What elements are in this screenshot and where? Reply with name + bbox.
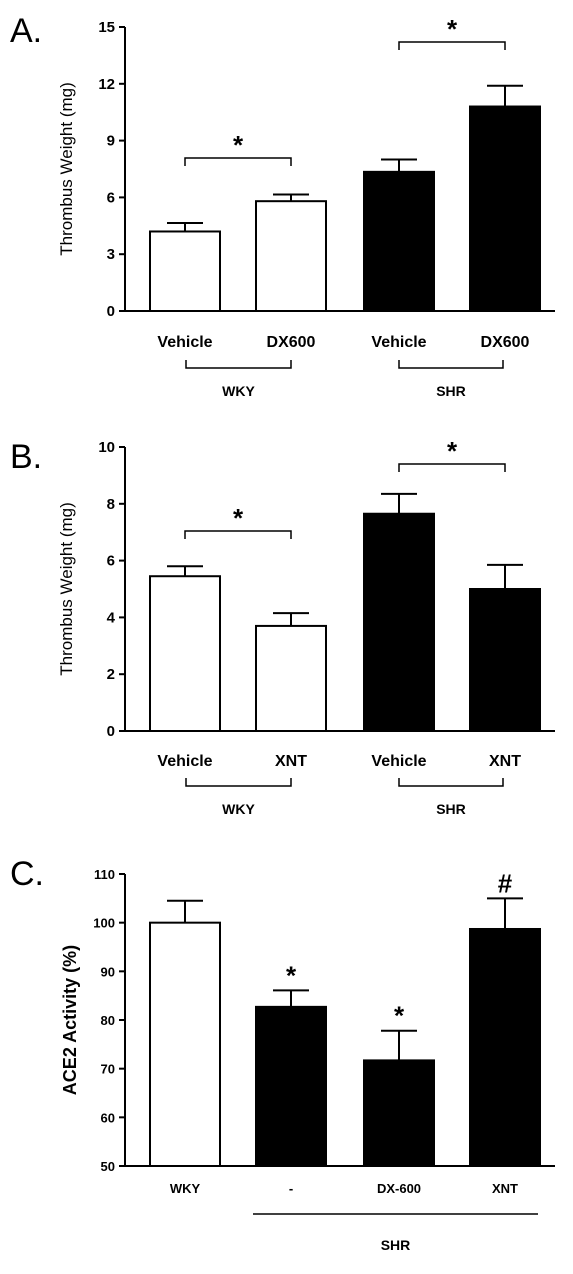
- y-tick-label: 8: [107, 496, 115, 513]
- significance-mark: *: [286, 960, 297, 990]
- bar: [255, 624, 327, 732]
- panel-a: A. 0 3 6 9 12 15 Thrombus Weight (mg) Vehicle DX6…: [10, 12, 555, 399]
- y-tick-label: 110: [94, 867, 115, 882]
- bar: [469, 105, 541, 312]
- y-axis-label: ACE2 Activity (%): [60, 945, 80, 1095]
- y-tick-label: 0: [107, 723, 115, 740]
- y-tick-label: 70: [101, 1062, 115, 1077]
- bar: [363, 170, 435, 312]
- x-tick-label: DX-600: [377, 1181, 421, 1196]
- y-tick-label: 2: [107, 666, 115, 683]
- panel-letter: B.: [10, 438, 42, 476]
- group-bracket: [185, 360, 292, 369]
- bar: [469, 588, 541, 732]
- group-bracket: [398, 360, 504, 369]
- x-tick-label: WKY: [170, 1181, 201, 1196]
- significance-mark: *: [233, 130, 244, 160]
- group-bracket: [398, 778, 504, 787]
- y-tick-label: 10: [98, 439, 115, 456]
- y-tick-label: 6: [107, 189, 115, 206]
- y-tick-label: 100: [93, 916, 115, 931]
- y-tick-label: 3: [107, 246, 115, 263]
- group-label: WKY: [222, 383, 255, 399]
- group-label: SHR: [436, 801, 466, 817]
- bar: [469, 927, 541, 1168]
- y-tick-label: 6: [107, 553, 115, 570]
- panel-letter: A.: [10, 12, 42, 50]
- significance-bracket: [398, 463, 506, 472]
- significance-mark: *: [447, 14, 458, 44]
- bar: [363, 512, 435, 732]
- y-tick-label: 80: [101, 1013, 115, 1028]
- group-label: WKY: [222, 801, 255, 817]
- x-tick-label: XNT: [275, 753, 307, 770]
- x-tick-label: Vehicle: [371, 334, 426, 351]
- x-tick-label: Vehicle: [157, 753, 212, 770]
- bar: [255, 1005, 327, 1167]
- x-tick-label: -: [289, 1181, 293, 1196]
- significance-bracket: [184, 157, 292, 166]
- x-tick-label: DX600: [481, 334, 530, 351]
- bar: [363, 1059, 435, 1167]
- panel-b: B. 0 2 4 6 8 10 Thrombus Weight (mg) Vehicle XNT V…: [10, 436, 555, 817]
- x-tick-label: Vehicle: [157, 334, 212, 351]
- y-tick-label: 9: [107, 133, 115, 150]
- significance-bracket: [184, 530, 292, 539]
- significance-mark: *: [394, 1001, 405, 1031]
- y-axis-label: Thrombus Weight (mg): [57, 82, 76, 256]
- significance-bracket: [398, 41, 506, 50]
- bar: [149, 575, 221, 732]
- significance-mark: *: [447, 436, 458, 466]
- x-tick-label: Vehicle: [371, 753, 426, 770]
- bar: [149, 921, 221, 1168]
- bar: [149, 230, 221, 312]
- x-tick-label: DX600: [267, 334, 316, 351]
- y-tick-label: 60: [101, 1110, 115, 1125]
- y-tick-label: 0: [107, 303, 115, 320]
- y-tick-label: 15: [98, 19, 115, 36]
- panel-letter: C.: [10, 855, 44, 893]
- panel-c: C. 50 60 70 80 90 100 110 ACE2 Activity (%) WKY - *…: [10, 855, 555, 1253]
- y-tick-label: 90: [101, 964, 115, 979]
- x-tick-label: XNT: [492, 1181, 518, 1196]
- group-label: SHR: [381, 1237, 411, 1253]
- group-label: SHR: [436, 383, 466, 399]
- x-tick-label: XNT: [489, 753, 521, 770]
- significance-mark: #: [498, 868, 513, 898]
- bar: [255, 200, 327, 312]
- y-tick-label: 50: [101, 1159, 115, 1174]
- y-tick-label: 12: [98, 76, 115, 93]
- y-axis-label: Thrombus Weight (mg): [57, 502, 76, 676]
- group-bracket: [185, 778, 292, 787]
- y-tick-label: 4: [107, 609, 116, 626]
- significance-mark: *: [233, 503, 244, 533]
